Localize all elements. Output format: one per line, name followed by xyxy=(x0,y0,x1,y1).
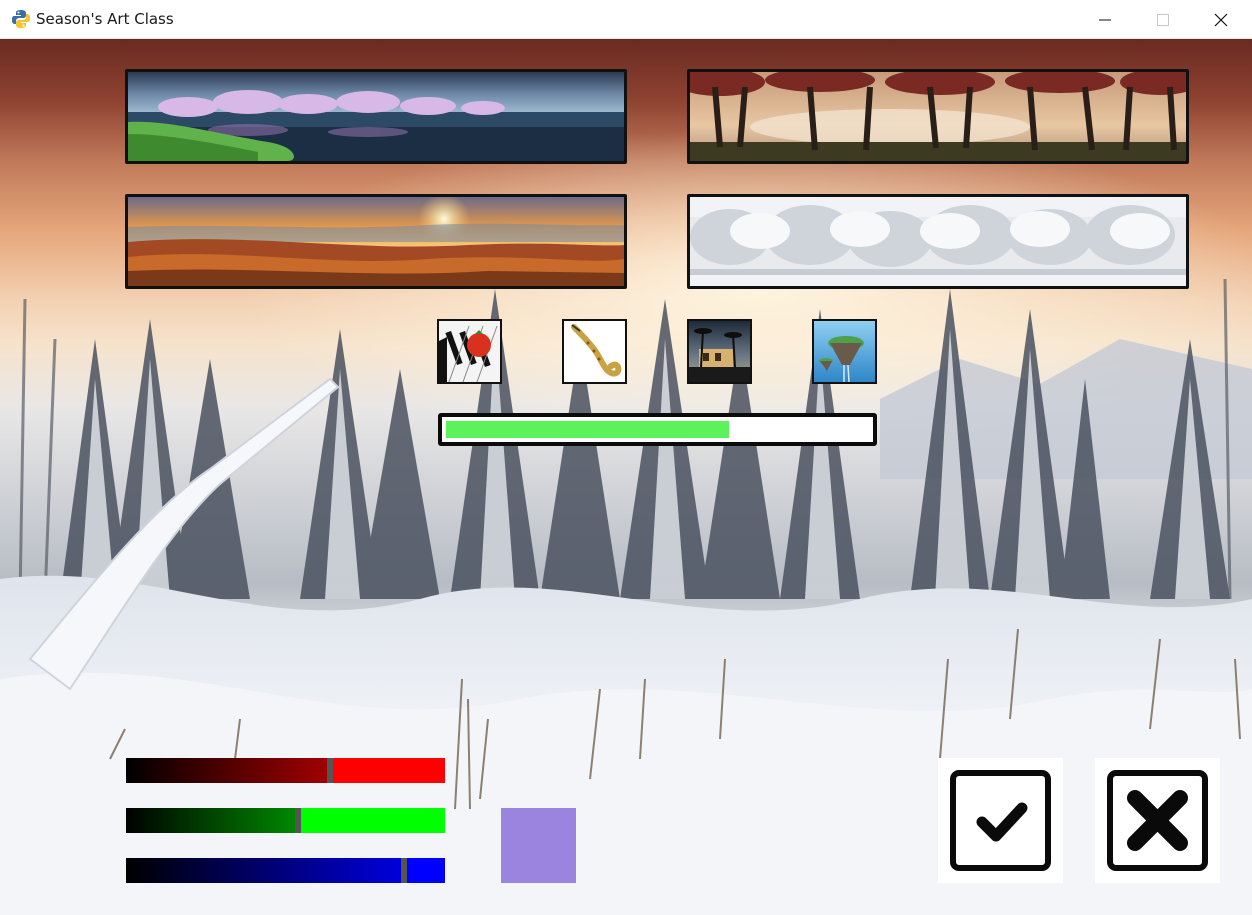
confirm-button-frame xyxy=(950,770,1051,871)
red-slider-fill xyxy=(330,758,445,783)
game-canvas xyxy=(0,39,1252,915)
confirm-button[interactable] xyxy=(938,758,1063,883)
cancel-button-frame xyxy=(1107,770,1208,871)
blue-slider-handle[interactable] xyxy=(401,858,407,883)
maximize-icon xyxy=(1157,14,1169,26)
blue-slider[interactable] xyxy=(126,858,445,883)
minimize-icon xyxy=(1099,19,1111,21)
close-icon xyxy=(1214,13,1228,27)
thumbnail-piano-strawberry[interactable] xyxy=(437,319,502,384)
thumbnail-saxophone[interactable] xyxy=(562,319,627,384)
winter-forest-background xyxy=(0,129,1252,915)
title-bar: Season's Art Class xyxy=(0,0,1252,39)
green-slider-fill xyxy=(298,808,445,833)
season-summer-panel[interactable] xyxy=(125,194,627,289)
color-swatch xyxy=(501,808,576,883)
season-spring-panel[interactable] xyxy=(125,69,627,164)
green-slider-handle[interactable] xyxy=(295,808,301,833)
progress-fill xyxy=(446,421,729,438)
minimize-button[interactable] xyxy=(1076,0,1134,39)
season-winter-panel[interactable] xyxy=(687,194,1189,289)
progress-bar xyxy=(438,413,877,446)
green-slider[interactable] xyxy=(126,808,445,833)
checkmark-icon xyxy=(976,802,1028,842)
season-autumn-panel[interactable] xyxy=(687,69,1189,164)
red-slider-handle[interactable] xyxy=(327,758,333,783)
cancel-button[interactable] xyxy=(1095,758,1220,883)
thumbnail-floating-island[interactable] xyxy=(812,319,877,384)
blue-slider-fill xyxy=(404,858,445,883)
red-slider[interactable] xyxy=(126,758,445,783)
python-icon xyxy=(11,9,31,29)
close-button[interactable] xyxy=(1192,0,1250,39)
x-icon xyxy=(1127,790,1188,851)
window-title: Season's Art Class xyxy=(36,10,174,28)
maximize-button[interactable] xyxy=(1134,0,1192,39)
thumbnail-palm-tree-building[interactable] xyxy=(687,319,752,384)
